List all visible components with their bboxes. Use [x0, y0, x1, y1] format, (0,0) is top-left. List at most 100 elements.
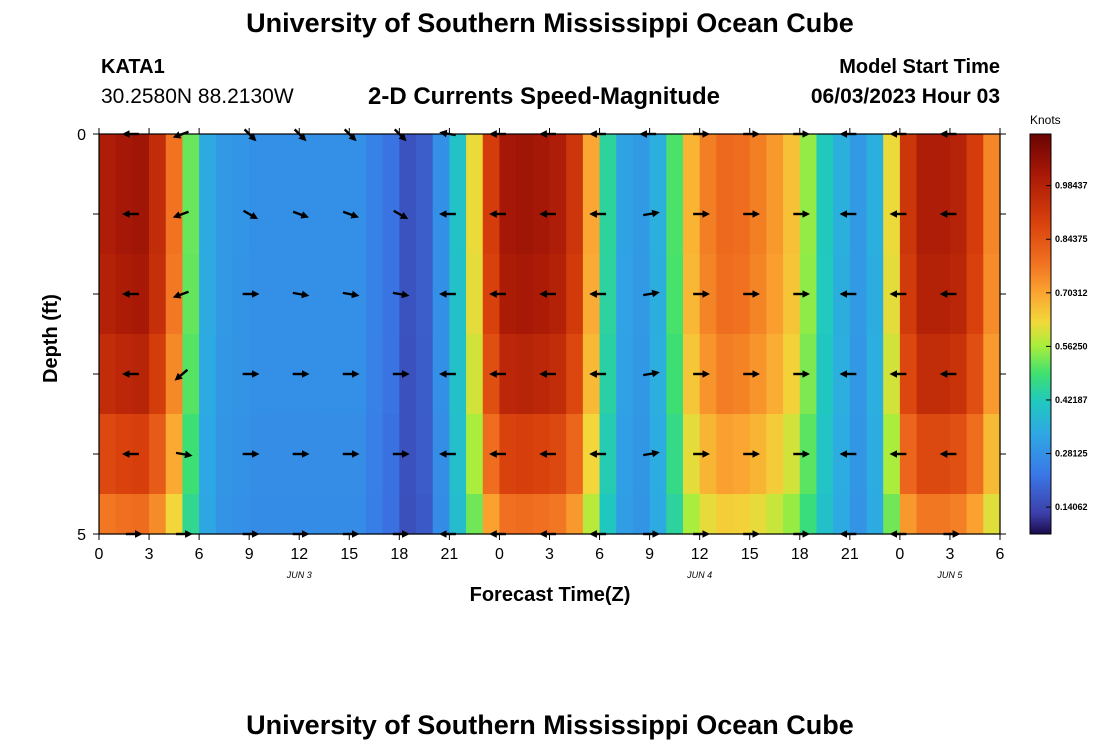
heatmap-cell [666, 494, 683, 535]
heatmap-cell [516, 174, 533, 255]
heatmap-cell [783, 134, 800, 175]
x-tick-label: 9 [645, 546, 654, 563]
heatmap-cell [600, 494, 617, 535]
heatmap-cell [933, 494, 950, 535]
heatmap-cell [399, 494, 416, 535]
heatmap-cell [666, 254, 683, 335]
heatmap-cell [516, 414, 533, 495]
heatmap-cell [600, 134, 617, 175]
heatmap-cell [416, 494, 433, 535]
heatmap-cell [149, 494, 166, 535]
colorbar-tick-label: 0.70312 [1055, 288, 1088, 298]
x-tick-label: 3 [145, 546, 154, 563]
heatmap-cell [867, 134, 884, 175]
heatmap-cell [383, 494, 400, 535]
heatmap-cell [550, 134, 567, 175]
heatmap-cell [416, 134, 433, 175]
heatmap-cell [266, 414, 283, 495]
heatmap-cell [650, 494, 667, 535]
heatmap-cell [466, 134, 483, 175]
heatmap-cell [316, 254, 333, 335]
heatmap-cell [266, 174, 283, 255]
heatmap-cell [700, 134, 717, 175]
heatmap-cell [483, 494, 500, 535]
heatmap-cell [99, 174, 116, 255]
colorbar-tick-label: 0.56250 [1055, 341, 1088, 351]
heatmap-cell [816, 134, 833, 175]
x-tick-label: 3 [545, 546, 554, 563]
heatmap-cell [149, 254, 166, 335]
heatmap-cell [383, 134, 400, 175]
heatmap-cell [816, 414, 833, 495]
heatmap-cell [199, 134, 216, 175]
heatmap-cell [783, 494, 800, 535]
heatmap-cell [550, 494, 567, 535]
x-tick-label: 6 [195, 546, 204, 563]
heatmap-cell [816, 254, 833, 335]
heatmap-cell [816, 334, 833, 415]
heatmap-cell [132, 134, 149, 175]
heatmap-cell [516, 254, 533, 335]
x-tick-label: 18 [390, 546, 408, 563]
heatmap-cell [566, 134, 583, 175]
heatmap-cell [466, 414, 483, 495]
heatmap-cell [650, 134, 667, 175]
heatmap-cell [566, 174, 583, 255]
heatmap-cell [383, 174, 400, 255]
heatmap-cell [800, 134, 817, 175]
heatmap-cell [182, 134, 199, 175]
y-tick-label: 5 [77, 527, 86, 544]
heatmap-cell [950, 494, 967, 535]
y-tick-label: 0 [77, 127, 86, 144]
heatmap-cell [182, 334, 199, 415]
x-tick-label: 15 [741, 546, 759, 563]
heatmap-cell [266, 254, 283, 335]
heatmap-cell [449, 494, 466, 535]
heatmap-cell [283, 134, 300, 175]
heatmap-cell [533, 494, 550, 535]
heatmap-cell [416, 254, 433, 335]
x-tick-label: 0 [895, 546, 904, 563]
heatmap-cell [566, 254, 583, 335]
heatmap-cell [867, 254, 884, 335]
footer-title: University of Southern Mississippi Ocean… [0, 710, 1100, 741]
heatmap-cell [216, 134, 233, 175]
heatmap-cell [900, 134, 917, 175]
heatmap-cell [99, 134, 116, 175]
heatmap-cell [416, 174, 433, 255]
heatmap-cell [299, 494, 316, 535]
heatmap-cell [766, 334, 783, 415]
heatmap-cell [583, 134, 600, 175]
heatmap-cell [716, 414, 733, 495]
heatmap-cell [266, 334, 283, 415]
heatmap-cell [249, 494, 266, 535]
heatmap-cell [666, 134, 683, 175]
heatmap-cell [149, 334, 166, 415]
heatmap-cell [516, 334, 533, 415]
heatmap-cell [516, 494, 533, 535]
x-tick-label: 21 [841, 546, 859, 563]
heatmap-cell [683, 134, 700, 175]
heatmap-cell [216, 254, 233, 335]
heatmap-cell [466, 334, 483, 415]
heatmap-cell [116, 134, 133, 175]
heatmap-cell [967, 334, 984, 415]
heatmap-cell [983, 134, 1000, 175]
heatmap-cell [666, 414, 683, 495]
heatmap-cell [499, 134, 516, 175]
heatmap-cell [616, 334, 633, 415]
heatmap-cell [766, 414, 783, 495]
heatmap-cell [533, 134, 550, 175]
heatmap-cell [716, 334, 733, 415]
heatmap-cell [199, 254, 216, 335]
heatmap-cell [316, 334, 333, 415]
day-label: JUN 3 [286, 570, 312, 580]
heatmap-cell [466, 174, 483, 255]
heatmap-cell [983, 174, 1000, 255]
x-tick-label: 12 [290, 546, 308, 563]
x-tick-label: 21 [440, 546, 458, 563]
heatmap-cell [99, 334, 116, 415]
heatmap-cell [616, 134, 633, 175]
heatmap-cell [366, 334, 383, 415]
heatmap-cell [967, 414, 984, 495]
